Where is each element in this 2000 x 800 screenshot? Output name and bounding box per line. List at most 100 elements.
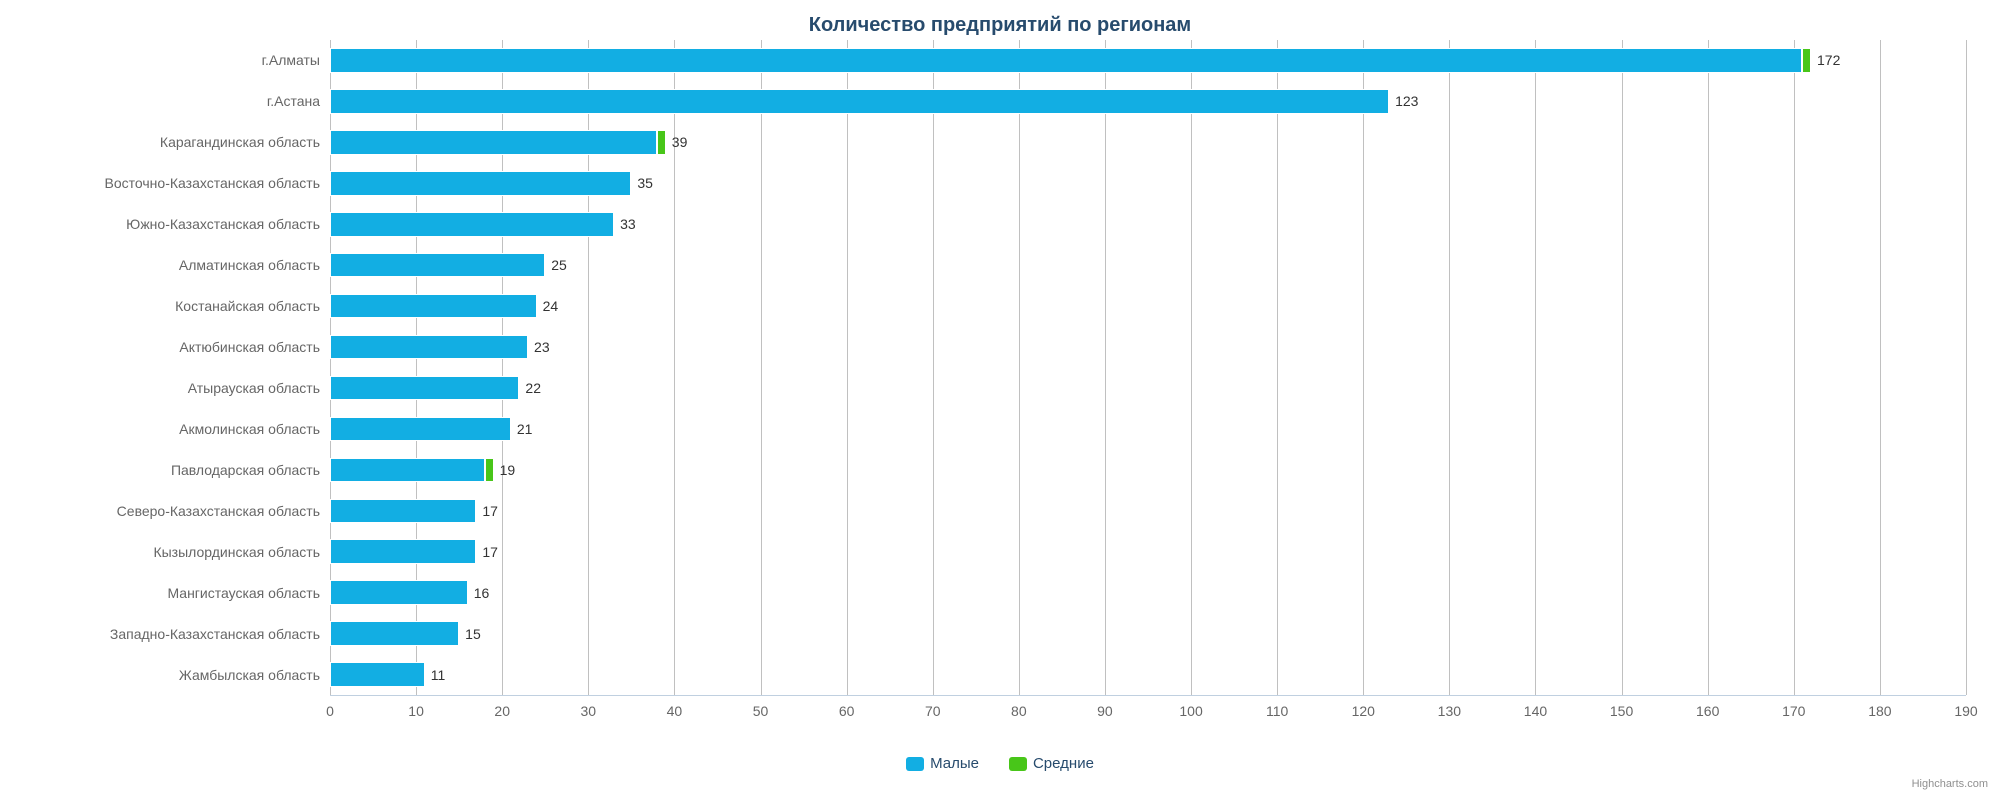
bars: 1721233935332524232221191717161511 — [330, 40, 1966, 695]
bar-group[interactable] — [330, 580, 468, 605]
bar-total-label: 23 — [534, 339, 550, 355]
bar-group[interactable] — [330, 376, 519, 401]
legend-swatch — [1009, 757, 1027, 771]
bar-total-label: 22 — [525, 380, 541, 396]
y-axis-label: г.Алматы — [0, 40, 330, 81]
bar-total-label: 21 — [517, 421, 533, 437]
x-axis-tick: 130 — [1438, 703, 1461, 719]
bar-segment[interactable] — [330, 48, 1802, 73]
legend-swatch — [906, 757, 924, 771]
plot-area: 1721233935332524232221191717161511 — [330, 40, 1966, 695]
bar-total-label: 24 — [543, 298, 559, 314]
x-axis-tick: 110 — [1266, 703, 1288, 719]
x-axis-tick: 30 — [581, 703, 597, 719]
y-axis-label: Акмолинская область — [0, 408, 330, 449]
bar-group[interactable] — [330, 294, 537, 319]
bar-group[interactable] — [330, 499, 476, 524]
bar-total-label: 15 — [465, 626, 481, 642]
bar-segment[interactable] — [330, 212, 614, 237]
bar-segment[interactable] — [1802, 48, 1811, 73]
bar-segment[interactable] — [330, 89, 1389, 114]
x-axis-tick: 20 — [494, 703, 510, 719]
x-axis-line — [330, 695, 1966, 696]
bar-segment[interactable] — [330, 458, 485, 483]
bar-segment[interactable] — [330, 580, 468, 605]
bar-segment[interactable] — [330, 130, 657, 155]
x-axis-tick: 40 — [667, 703, 683, 719]
y-axis-label: Атырауская область — [0, 368, 330, 409]
bar-row: 22 — [330, 368, 1966, 409]
bar-segment[interactable] — [330, 662, 425, 687]
legend-label: Малые — [930, 755, 979, 772]
bar-row: 39 — [330, 122, 1966, 163]
bar-segment[interactable] — [330, 294, 537, 319]
bar-total-label: 19 — [500, 462, 516, 478]
bar-row: 23 — [330, 327, 1966, 368]
bar-row: 16 — [330, 572, 1966, 613]
x-axis-tick: 170 — [1782, 703, 1805, 719]
bar-row: 19 — [330, 449, 1966, 490]
legend-item[interactable]: Средние — [1009, 755, 1094, 772]
bar-segment[interactable] — [330, 171, 631, 196]
bar-segment[interactable] — [330, 335, 528, 360]
credits-link[interactable]: Highcharts.com — [1912, 778, 1988, 790]
bar-total-label: 17 — [482, 544, 498, 560]
bar-group[interactable] — [330, 171, 631, 196]
legend-item[interactable]: Малые — [906, 755, 979, 772]
bar-row: 11 — [330, 654, 1966, 695]
bar-segment[interactable] — [330, 621, 459, 646]
bar-total-label: 35 — [637, 175, 653, 191]
bar-group[interactable] — [330, 212, 614, 237]
bar-total-label: 25 — [551, 257, 567, 273]
bar-row: 21 — [330, 408, 1966, 449]
bar-group[interactable] — [330, 458, 494, 483]
x-axis-tick: 0 — [326, 703, 334, 719]
bar-total-label: 123 — [1395, 93, 1418, 109]
y-axis-label: Восточно-Казахстанская область — [0, 163, 330, 204]
x-axis-tick: 60 — [839, 703, 855, 719]
y-axis-label: Жамбылская область — [0, 654, 330, 695]
bar-row: 33 — [330, 204, 1966, 245]
bar-segment[interactable] — [485, 458, 494, 483]
x-axis-tick: 70 — [925, 703, 941, 719]
x-axis-tick: 90 — [1097, 703, 1113, 719]
x-axis-tick: 160 — [1696, 703, 1719, 719]
bar-group[interactable] — [330, 539, 476, 564]
y-axis-label: Костанайская область — [0, 286, 330, 327]
x-axis-tick: 190 — [1954, 703, 1977, 719]
bar-total-label: 39 — [672, 134, 688, 150]
y-axis-label: Южно-Казахстанская область — [0, 204, 330, 245]
bar-total-label: 16 — [474, 585, 490, 601]
y-axis-label: г.Астана — [0, 81, 330, 122]
bar-segment[interactable] — [330, 499, 476, 524]
bar-total-label: 33 — [620, 216, 636, 232]
bar-group[interactable] — [330, 48, 1811, 73]
bar-group[interactable] — [330, 662, 425, 687]
bar-segment[interactable] — [330, 376, 519, 401]
bar-group[interactable] — [330, 253, 545, 278]
bar-group[interactable] — [330, 335, 528, 360]
legend-label: Средние — [1033, 755, 1094, 772]
x-axis-tick: 150 — [1610, 703, 1633, 719]
bar-row: 35 — [330, 163, 1966, 204]
x-axis-tick: 100 — [1179, 703, 1202, 719]
bar-segment[interactable] — [330, 539, 476, 564]
bar-row: 123 — [330, 81, 1966, 122]
bar-segment[interactable] — [657, 130, 666, 155]
bar-group[interactable] — [330, 89, 1389, 114]
y-axis-label: Западно-Казахстанская область — [0, 613, 330, 654]
y-axis-labels: г.Алматыг.АстанаКарагандинская областьВо… — [0, 40, 330, 695]
bar-segment[interactable] — [330, 253, 545, 278]
x-axis-tick: 80 — [1011, 703, 1027, 719]
bar-row: 25 — [330, 245, 1966, 286]
legend: Малые Средние — [0, 755, 2000, 772]
bar-total-label: 172 — [1817, 52, 1840, 68]
chart-title: Количество предприятий по регионам — [0, 0, 2000, 43]
bar-group[interactable] — [330, 417, 511, 442]
chart-container: Количество предприятий по регионам г.Алм… — [0, 0, 2000, 800]
bar-group[interactable] — [330, 621, 459, 646]
bar-group[interactable] — [330, 130, 666, 155]
bar-segment[interactable] — [330, 417, 511, 442]
gridline — [1966, 40, 1967, 695]
y-axis-label: Мангистауская область — [0, 572, 330, 613]
